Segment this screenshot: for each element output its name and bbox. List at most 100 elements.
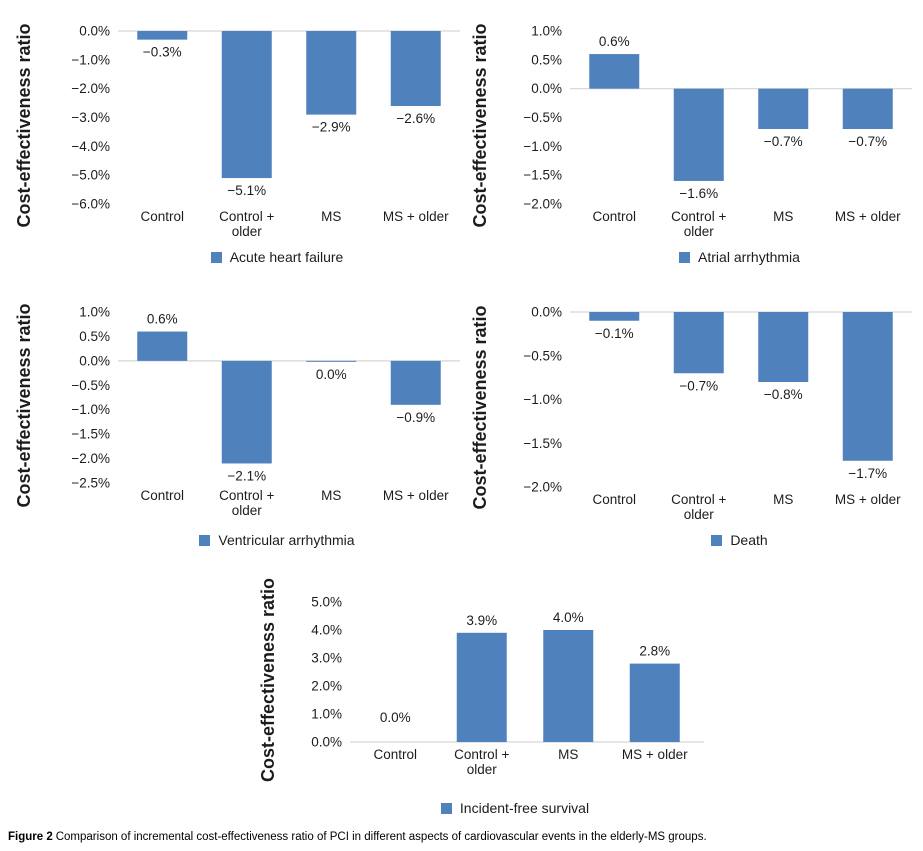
category-label: Control + — [454, 747, 509, 762]
bar — [306, 31, 357, 115]
bar-value-label: −1.7% — [848, 466, 887, 481]
y-tick-label: −2.5% — [71, 476, 110, 491]
y-tick-label: 1.0% — [531, 24, 562, 39]
y-axis-title: Cost-effectiveness ratio — [470, 305, 490, 509]
bar — [842, 88, 893, 130]
y-tick-label: −1.0% — [71, 52, 110, 67]
y-tick-label: −1.0% — [71, 402, 110, 417]
y-tick-label: 3.0% — [311, 651, 342, 666]
bar — [673, 312, 724, 374]
bar-value-label: 0.0% — [380, 710, 411, 725]
bar — [306, 360, 357, 362]
bar-value-label: 4.0% — [553, 610, 584, 625]
bar — [758, 88, 809, 130]
chart-atrial-arrhythmia: Cost-effectiveness ratio 1.0% 0.5% 0.0% −0.5… — [462, 2, 923, 278]
y-tick-label: 4.0% — [311, 623, 342, 638]
category-label: MS — [773, 209, 793, 224]
legend-label: Atrial arrhythmia — [698, 249, 800, 265]
legend-death: Death — [509, 532, 923, 548]
legend-label: Death — [730, 532, 768, 548]
category-label: Control + — [671, 209, 726, 224]
y-tick-label: −0.5% — [523, 110, 562, 125]
y-tick-label: −4.0% — [71, 139, 110, 154]
chart-death: Cost-effectiveness ratio 0.0% −0.5% −1.0% −1… — [462, 282, 923, 556]
figure-caption: Figure 2 Comparison of incremental cost-e… — [8, 831, 908, 843]
category-label: older — [467, 762, 498, 777]
bar-chart-svg: Cost-effectiveness ratio 0.0% −0.5% −1.0% −1… — [470, 305, 912, 522]
bar-value-label: 0.6% — [599, 34, 630, 49]
bar — [137, 331, 188, 361]
y-axis-title: Cost-effectiveness ratio — [258, 578, 278, 782]
y-tick-label: 1.0% — [79, 305, 110, 320]
bar — [543, 630, 594, 742]
category-label: MS + older — [835, 209, 901, 224]
y-axis-title: Cost-effectiveness ratio — [470, 23, 490, 227]
category-label: Control — [140, 488, 184, 503]
bar — [221, 31, 272, 179]
bar-chart-svg: Cost-effectiveness ratio 1.0% 0.5% 0.0% −0.5… — [14, 303, 460, 518]
bar-value-label: −0.7% — [679, 378, 718, 393]
bar — [589, 54, 640, 89]
legend-label: Ventricular arrhythmia — [218, 532, 355, 548]
y-tick-label: −2.0% — [71, 81, 110, 96]
category-label: Control + — [671, 492, 726, 507]
bar-value-label: −2.6% — [396, 111, 435, 126]
y-tick-label: 0.0% — [79, 24, 110, 39]
category-label: MS + older — [622, 747, 688, 762]
chart-acute-heart-failure: Cost-effectiveness ratio 0.0% −1.0% −2.0% −3… — [0, 2, 460, 278]
legend-label: Acute heart failure — [229, 249, 344, 265]
category-label: Control — [140, 209, 184, 224]
y-tick-label: −1.5% — [523, 436, 562, 451]
bar-value-label: −1.6% — [679, 186, 718, 201]
legend-swatch-icon — [679, 251, 691, 263]
bar — [673, 88, 724, 181]
legend-swatch-icon — [199, 534, 211, 546]
bar-value-label: −2.1% — [227, 468, 266, 483]
y-tick-label: 0.0% — [531, 305, 562, 320]
figure-caption-text: Comparison of incremental cost-effective… — [55, 831, 707, 843]
bar-value-label: −0.3% — [143, 45, 182, 60]
y-tick-label: −2.0% — [523, 480, 562, 495]
bar — [842, 312, 893, 461]
y-tick-label: −1.0% — [523, 139, 562, 154]
y-tick-label: −2.0% — [523, 197, 562, 212]
category-label: MS + older — [835, 492, 901, 507]
y-tick-label: −6.0% — [71, 197, 110, 212]
legend-atrial-arrhythmia: Atrial arrhythmia — [509, 249, 923, 265]
category-label: Control — [592, 209, 636, 224]
y-tick-label: 0.5% — [79, 329, 110, 344]
category-label: MS — [321, 209, 341, 224]
bar-chart-svg: Cost-effectiveness ratio 5.0% 4.0% 3.0% 2.0%… — [258, 578, 704, 782]
bar-value-label: −0.1% — [595, 326, 634, 341]
bar-value-label: −5.1% — [227, 183, 266, 198]
legend-label: Incident-free survival — [459, 800, 590, 816]
figure-caption-label: Figure 2 — [8, 831, 53, 843]
bar-value-label: −2.9% — [312, 120, 351, 135]
y-tick-label: 0.0% — [79, 353, 110, 368]
bar — [390, 360, 441, 405]
y-tick-label: −3.0% — [71, 110, 110, 125]
y-tick-label: 0.5% — [531, 52, 562, 67]
y-tick-label: 1.0% — [311, 707, 342, 722]
bar-value-label: −0.9% — [396, 410, 435, 425]
bar — [589, 312, 640, 321]
category-label: MS — [773, 492, 793, 507]
bar — [629, 663, 680, 742]
y-tick-label: −1.5% — [523, 168, 562, 183]
category-label: MS + older — [383, 209, 449, 224]
category-label: Control + — [219, 209, 274, 224]
legend-swatch-icon — [711, 534, 723, 546]
y-tick-label: −1.5% — [71, 427, 110, 442]
bar-value-label: 0.6% — [147, 312, 178, 327]
y-tick-label: 5.0% — [311, 595, 342, 610]
category-label: Control — [592, 492, 636, 507]
bar — [390, 31, 441, 106]
category-label: MS — [558, 747, 578, 762]
y-tick-label: 0.0% — [311, 735, 342, 750]
category-label: older — [684, 507, 715, 522]
bar-value-label: −0.7% — [764, 134, 803, 149]
category-label: older — [232, 224, 263, 239]
y-tick-label: −0.5% — [71, 378, 110, 393]
bar-value-label: 2.8% — [639, 644, 670, 659]
